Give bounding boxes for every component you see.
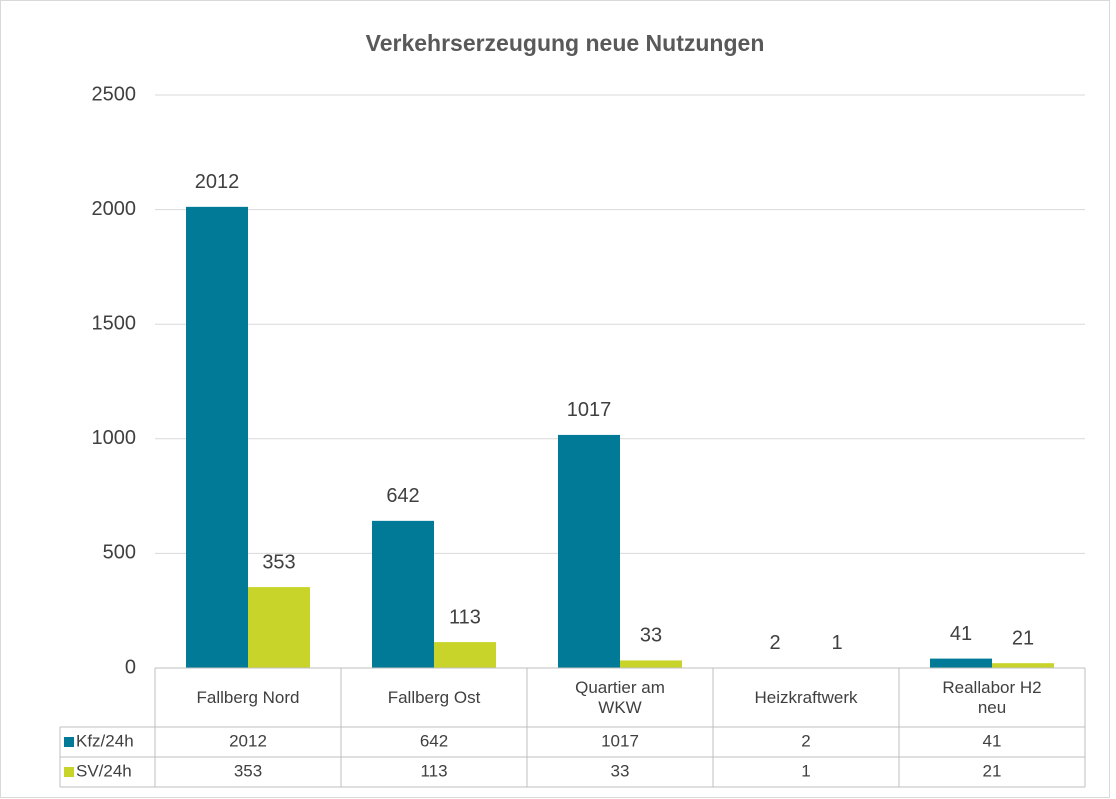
data-label: 1 (831, 632, 842, 654)
category-cell: Fallberg Ost (387, 687, 481, 707)
category-cell: Quartier am WKW (575, 677, 665, 717)
bar (930, 658, 992, 668)
bar (992, 663, 1054, 668)
table-value: 1017 (601, 731, 639, 750)
table-value: 113 (420, 761, 447, 780)
legend-key (64, 767, 74, 777)
data-label: 2 (769, 632, 780, 654)
data-label: 353 (262, 551, 295, 573)
x-tick-label: Fallberg Ost (387, 687, 481, 707)
legend-key (64, 737, 74, 747)
table-value: 21 (983, 761, 1002, 780)
y-tick-label: 0 (125, 656, 136, 678)
category-cell: Fallberg Nord (196, 687, 300, 707)
category-cell: Heizkraftwerk (754, 687, 858, 707)
table-value: 33 (611, 761, 630, 780)
table-value: 642 (420, 731, 448, 750)
data-label: 1017 (567, 399, 612, 421)
y-tick-label: 1500 (92, 312, 137, 334)
y-tick-label: 500 (103, 542, 136, 564)
x-tick-label: Fallberg Nord (196, 687, 300, 707)
y-tick-label: 2500 (92, 83, 137, 105)
bar (248, 587, 310, 668)
data-label: 41 (950, 623, 972, 645)
y-tick-label: 1000 (92, 427, 137, 449)
y-tick-label: 2000 (92, 198, 137, 220)
table-value: 2012 (229, 731, 267, 750)
bar (434, 642, 496, 668)
chart-title: Verkehrserzeugung neue Nutzungen (366, 30, 765, 56)
x-tick-label: Heizkraftwerk (754, 687, 858, 707)
category-cell: Reallabor H2 neu (942, 677, 1042, 717)
data-label: 113 (449, 606, 481, 628)
table-value: 353 (234, 761, 262, 780)
table-value: 2 (801, 731, 810, 750)
bar (372, 520, 434, 668)
data-label: 21 (1012, 627, 1034, 649)
bar (558, 434, 620, 668)
bar (620, 660, 682, 668)
legend-label: SV/24h (76, 761, 132, 780)
legend-label: Kfz/24h (76, 731, 134, 750)
table-value: 1 (801, 761, 810, 780)
x-tick-label: Reallabor H2 neu (942, 677, 1042, 717)
table-value: 41 (983, 731, 1002, 750)
x-tick-label: Quartier am WKW (575, 677, 665, 717)
data-label: 642 (386, 485, 419, 507)
data-label: 2012 (195, 171, 240, 193)
bar (186, 206, 248, 668)
data-label: 33 (640, 625, 662, 647)
